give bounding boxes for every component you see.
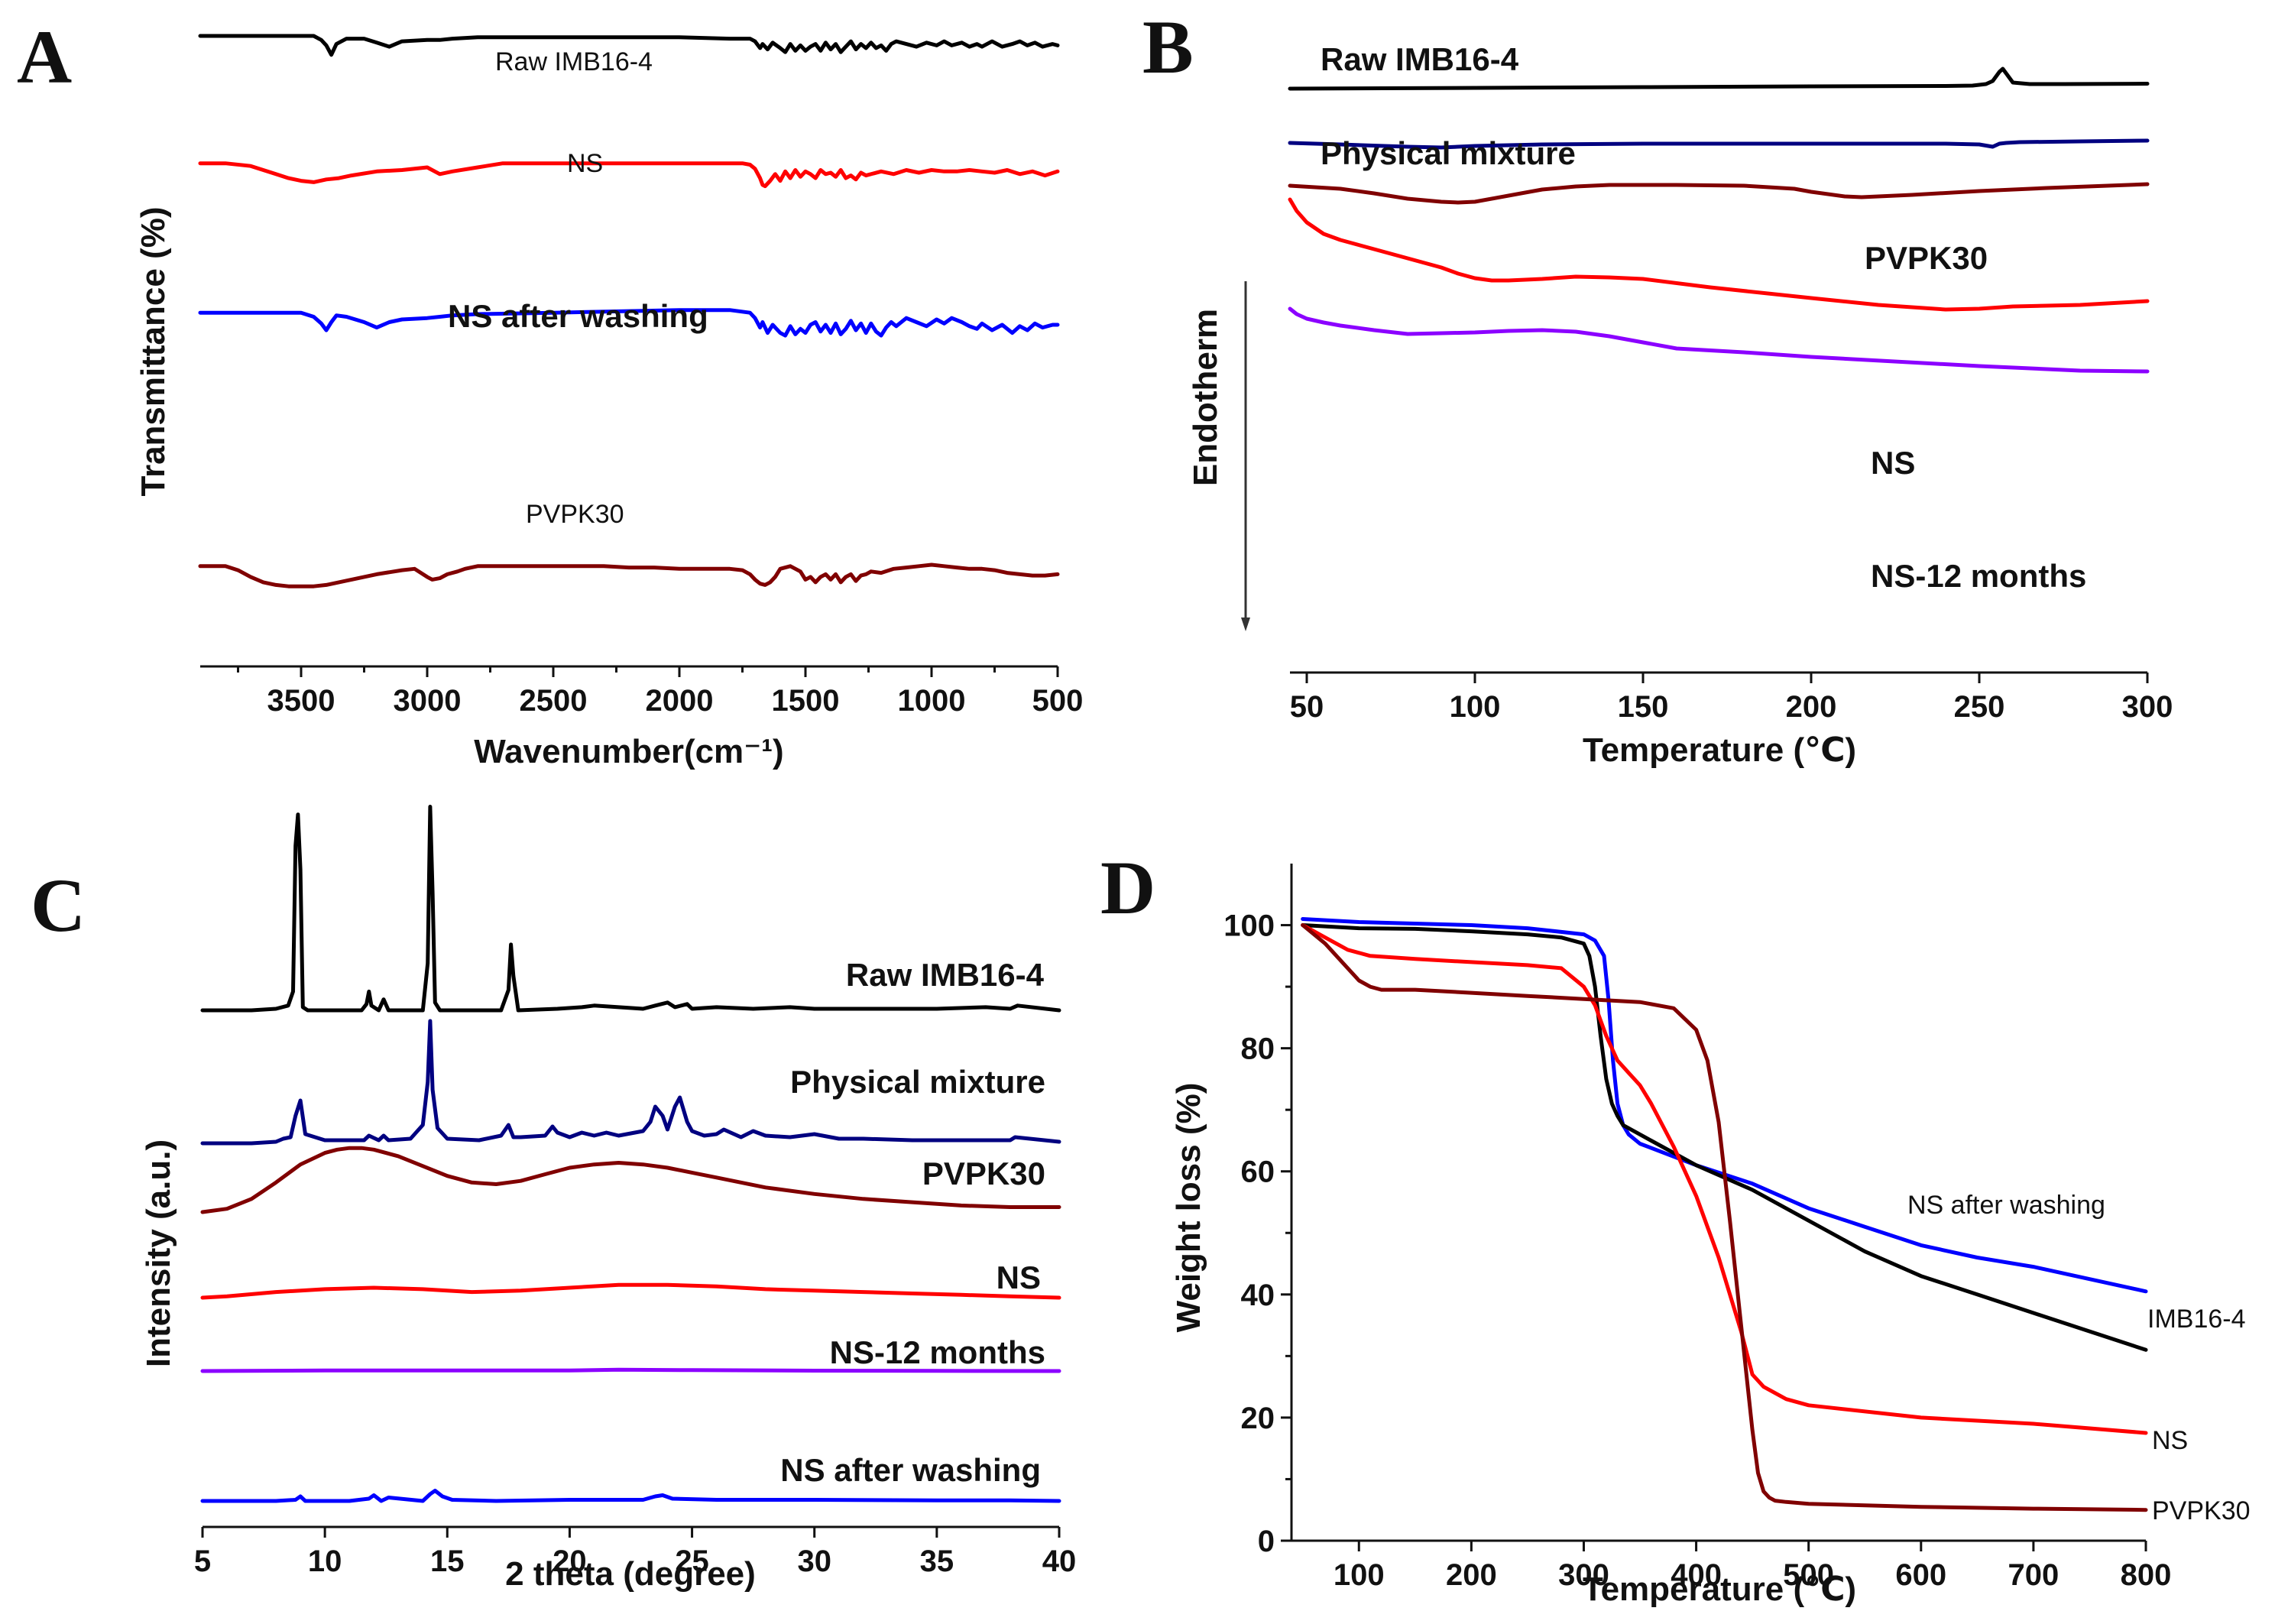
panel-c-series-ns-12-months bbox=[200, 1367, 1061, 1373]
panel-c-x-axis-title: 2 theta (degree) bbox=[505, 1555, 756, 1593]
panel-d-x-tick-label-300: 300 bbox=[1558, 1558, 1609, 1592]
panel-c-series-physical-mixture bbox=[200, 1019, 1061, 1146]
panel-d-series-ns-after-washing bbox=[1301, 917, 2148, 1294]
panel-d-x-tick-label-400: 400 bbox=[1671, 1558, 1722, 1592]
panel-b-series-ns bbox=[1288, 197, 2150, 312]
panel-d-label-ns: NS bbox=[2152, 1426, 2188, 1455]
panel-b-x-tick-label-100: 100 bbox=[1450, 690, 1501, 724]
panel-a-label-pvpk30: PVPK30 bbox=[526, 500, 624, 529]
panel-d-x-tick-label-500: 500 bbox=[1783, 1558, 1834, 1592]
panel-d-series-ns bbox=[1301, 923, 2148, 1435]
panel-a-series-pvpk30 bbox=[198, 562, 1060, 588]
panel-c-y-axis-title: Intensity (a.u.) bbox=[140, 1139, 177, 1367]
panel-b-series bbox=[1288, 66, 2150, 374]
panel-b-x-tick-label-50: 50 bbox=[1290, 690, 1324, 724]
panel-b-series-ns-12-months bbox=[1288, 306, 2150, 374]
panel-b-x-tick-label-250: 250 bbox=[1954, 690, 2005, 724]
panel-d-y-axis-title: Weight loss (%) bbox=[1170, 1083, 1207, 1333]
panel-b-x-tick-label-300: 300 bbox=[2122, 690, 2173, 724]
panel-c-label-ns-12-months: NS-12 months bbox=[830, 1334, 1045, 1370]
panel-a-series bbox=[198, 34, 1060, 588]
panel-d-label-ns-after-washing: NS after washing bbox=[1907, 1191, 2105, 1220]
panel-a-x-tick-label-2500: 2500 bbox=[520, 684, 588, 718]
panel-b-label-ns: NS bbox=[1871, 445, 1915, 481]
panel-a-label-ns-after-washing: NS after washing bbox=[448, 298, 708, 334]
panel-letter-b: B bbox=[1142, 5, 1194, 89]
panel-d-y-tick-label-0: 0 bbox=[1258, 1525, 1275, 1558]
panel-b-series-physical-mixture bbox=[1288, 138, 2150, 150]
panel-c: C 5 10 15 20 25 30 35 40 2 theta (degree) Inten… bbox=[31, 805, 1076, 1593]
panel-c-label-physical-mixture: Physical mixture bbox=[790, 1064, 1045, 1100]
panel-a-x-tick-label-2000: 2000 bbox=[646, 684, 714, 718]
panel-c-series-raw-imb16-4 bbox=[200, 805, 1061, 1013]
panel-c-label-ns: NS bbox=[997, 1259, 1041, 1295]
panel-c-x-tick-label-30: 30 bbox=[797, 1545, 831, 1578]
panel-b-x-tick-label-150: 150 bbox=[1618, 690, 1669, 724]
panel-c-x-ticks: 5 10 15 20 25 30 35 40 bbox=[194, 1527, 1076, 1578]
panel-a-series-ns-after-washing bbox=[198, 308, 1060, 338]
panel-b-label-ns-12-months: NS-12 months bbox=[1871, 558, 2086, 594]
panel-a-x-axis-title: Wavenumber(cm⁻¹) bbox=[474, 733, 783, 770]
panel-a-x-tick-label-3000: 3000 bbox=[394, 684, 462, 718]
panel-a-label-raw-imb16-4: Raw IMB16-4 bbox=[495, 47, 653, 76]
panel-c-label-ns-after-washing: NS after washing bbox=[780, 1452, 1041, 1488]
panel-b-x-ticks: 50 100 150 200 250 300 bbox=[1290, 673, 2173, 724]
panel-a-label-ns: NS bbox=[567, 149, 603, 178]
panel-letter-d: D bbox=[1100, 845, 1155, 930]
panel-c-series-pvpk30 bbox=[200, 1146, 1061, 1214]
panel-b-label-pvpk30: PVPK30 bbox=[1865, 240, 1988, 276]
panel-letter-a: A bbox=[17, 15, 72, 99]
panel-a-series-raw-imb16-4 bbox=[198, 34, 1060, 57]
panel-c-x-tick-label-35: 35 bbox=[920, 1545, 954, 1578]
panel-d-series-imb16-4 bbox=[1301, 923, 2148, 1352]
panel-a-x-ticks: 3500 3000 2500 2000 1500 1000 500 bbox=[237, 666, 1084, 718]
panel-b-label-physical-mixture: Physical mixture bbox=[1321, 135, 1576, 171]
panel-b-label-raw-imb16-4: Raw IMB16-4 bbox=[1321, 41, 1519, 77]
panel-c-series-ns bbox=[200, 1282, 1061, 1300]
panel-d-y-tick-label-40: 40 bbox=[1241, 1279, 1275, 1312]
panel-c-series-ns-after-washing bbox=[200, 1489, 1061, 1503]
panel-d-x-axis-title: Temperature (℃) bbox=[1583, 1571, 1856, 1608]
panel-b-endotherm-arrowhead bbox=[1241, 618, 1250, 631]
panel-c-x-tick-label-15: 15 bbox=[430, 1545, 465, 1578]
panel-letter-c: C bbox=[31, 863, 86, 948]
panel-b-x-axis-title: Temperature (℃) bbox=[1583, 731, 1856, 769]
panel-d-y-tick-label-80: 80 bbox=[1241, 1032, 1275, 1066]
panel-d-x-tick-label-700: 700 bbox=[2008, 1558, 2059, 1592]
panel-d-x-tick-label-200: 200 bbox=[1446, 1558, 1497, 1592]
panel-c-x-tick-label-20: 20 bbox=[553, 1545, 587, 1578]
panel-d-x-tick-label-100: 100 bbox=[1334, 1558, 1385, 1592]
panel-c-x-tick-label-40: 40 bbox=[1042, 1545, 1077, 1578]
panel-c-label-pvpk30: PVPK30 bbox=[922, 1156, 1045, 1191]
panel-c-series bbox=[200, 805, 1061, 1503]
panel-a-x-tick-label-1000: 1000 bbox=[898, 684, 966, 718]
panel-a-series-ns bbox=[198, 161, 1060, 189]
panel-a-x-tick-label-500: 500 bbox=[1032, 684, 1084, 718]
panel-b-series-raw-imb16-4 bbox=[1288, 66, 2150, 91]
panel-d-y-tick-label-20: 20 bbox=[1241, 1402, 1275, 1435]
panel-b-series-pvpk30 bbox=[1288, 182, 2150, 205]
panel-a-x-tick-label-1500: 1500 bbox=[772, 684, 840, 718]
panel-d-ticks: 100 200 300 400 500 600 700 800 0 20 40 60 80 100 bbox=[1223, 909, 2171, 1592]
panel-d-series-pvpk30 bbox=[1301, 923, 2148, 1512]
panel-d: D 100 200 300 400 500 600 700 800 0 20 40 60 80 100 T… bbox=[1100, 845, 2251, 1608]
panel-d-label-pvpk30: PVPK30 bbox=[2152, 1496, 2251, 1525]
panel-b-y-axis-title: Endotherm bbox=[1187, 309, 1224, 486]
panel-a: A 3500 3000 2500 2000 1500 1000 500 Wavenumber… bbox=[17, 15, 1083, 770]
panel-a-y-axis-title: Transmittance (%) bbox=[134, 207, 172, 497]
panel-b: B 50 100 150 200 250 300 Temperature (℃) Endo… bbox=[1142, 5, 2173, 769]
panel-a-x-tick-label-3500: 3500 bbox=[267, 684, 335, 718]
panel-d-y-tick-label-60: 60 bbox=[1241, 1156, 1275, 1189]
panel-d-x-tick-label-800: 800 bbox=[2121, 1558, 2172, 1592]
panel-d-series bbox=[1301, 917, 2148, 1512]
panel-c-label-raw-imb16-4: Raw IMB16-4 bbox=[846, 957, 1045, 993]
panel-c-x-tick-label-10: 10 bbox=[308, 1545, 342, 1578]
panel-c-x-tick-label-5: 5 bbox=[194, 1545, 211, 1578]
panel-b-x-tick-label-200: 200 bbox=[1786, 690, 1837, 724]
panel-d-y-tick-label-100: 100 bbox=[1223, 909, 1275, 943]
panel-d-label-imb16-4: IMB16-4 bbox=[2147, 1305, 2246, 1334]
panel-d-x-tick-label-600: 600 bbox=[1895, 1558, 1946, 1592]
panel-c-x-tick-label-25: 25 bbox=[675, 1545, 709, 1578]
